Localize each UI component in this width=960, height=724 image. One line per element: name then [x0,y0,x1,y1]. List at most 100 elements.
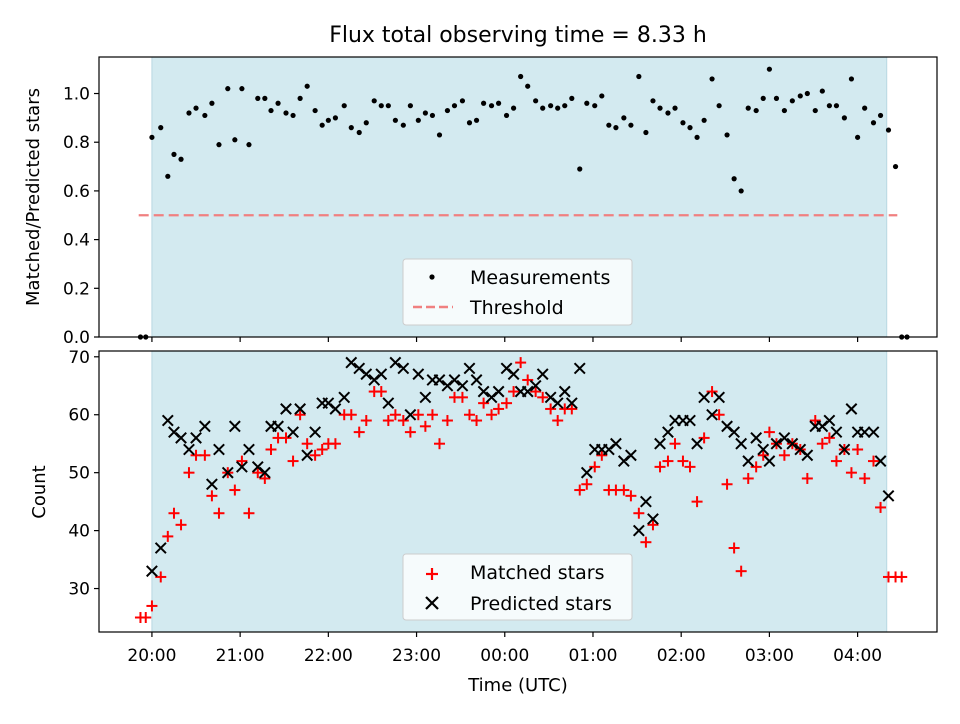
predicted-star-point [823,414,836,427]
matched-star-point [647,519,659,531]
predicted-star-point [213,443,225,456]
measurement-point [415,117,421,123]
predicted-star-point [882,489,895,502]
measurement-point [363,120,369,126]
matched-star-point [419,420,431,432]
measurement-point [841,115,847,121]
measurement-point [592,103,598,109]
panel-counts: 30 40 50 60 70 20:00 21:00 22:00 23:00 00:00 01:0… [29,348,938,696]
matched-star-point [721,478,733,490]
matched-star-point [199,449,211,461]
predicted-star-point [654,437,666,450]
measurement-point [268,107,274,114]
measurement-point [202,112,208,119]
predicted-star-point [763,455,776,467]
measurement-point [466,120,473,126]
legend-matched-marker [426,568,438,580]
matched-star-point [552,415,564,427]
matched-star-point [183,467,195,479]
predicted-star-point [639,495,652,508]
measurement-point [371,98,377,104]
predicted-star-point [206,478,218,491]
matched-star-point [750,461,762,473]
legend-bottom: Matched stars Predicted stars [402,553,633,621]
matched-star-point [280,432,292,444]
predicted-star-point [175,432,187,444]
measurement-point [760,95,766,101]
x-axis-ticks-top [151,337,859,342]
matched-star-point [412,409,424,421]
matched-star-point [404,426,416,438]
predicted-star-point [221,466,234,479]
measurement-point [407,103,413,109]
measurement-point [672,105,678,111]
predicted-star-point [713,391,726,404]
measurement-point [826,103,832,109]
predicted-star-point [625,449,637,462]
matched-star-point [360,415,372,427]
measurement-point [709,76,715,82]
measurement-point [643,129,649,136]
measurement-point [400,122,406,128]
measurement-point [870,120,877,126]
matched-star-point [867,455,879,467]
matched-star-point [706,386,718,398]
matched-star-point [763,426,775,438]
matched-star-point [155,571,167,583]
measurement-point [584,100,590,106]
predicted-star-point [507,368,520,381]
predicted-star-point [580,466,593,479]
measurement-point [488,103,495,109]
measurement-point [480,100,487,106]
measurement-point [178,156,184,162]
matched-star-point [742,472,754,484]
predicted-star-point [691,437,703,450]
matched-star-point [662,455,674,467]
measurement-point [473,117,480,123]
matched-star-point [566,403,578,415]
measurement-point [503,112,510,119]
measurement-point [738,188,744,194]
matched-star-point [175,519,187,531]
measurement-point [773,95,780,101]
measurement-point [158,125,164,131]
predicted-star-point [786,437,799,450]
predicted-star-point [287,426,299,439]
matched-star-point [236,455,248,467]
predicted-star-point [309,426,322,439]
matched-star-point [757,449,769,461]
measurement-point [687,125,693,131]
measurement-point [533,98,539,104]
x-axis-tick-label: 01:00 [568,646,617,666]
predicted-star-point [360,368,373,381]
panel-ratio: Flux total observing time = 8.33 h 0.00.… [23,23,938,348]
measurement-point [731,176,737,182]
measurement-point [518,73,524,80]
predicted-star-point [272,420,284,433]
x-axis-tick-label: 04:00 [833,646,882,666]
measurement-point [283,110,289,116]
measurement-point [657,105,663,111]
y-axis-bottom-tick-label: 40 [68,522,90,542]
measurement-point [239,86,245,92]
measurement-point [325,117,331,123]
predicted-star-point [329,403,342,415]
predicted-star-point [258,466,271,479]
matched-star-point [426,409,438,421]
measurement-point [436,132,443,138]
predicted-star-point [198,420,211,433]
matched-star-point [508,386,520,398]
measurement-point [262,95,268,101]
measurement-point [833,103,840,109]
measurement-point [385,103,391,109]
predicted-star-point [345,356,358,369]
matched-star-point [463,409,475,421]
measurement-point [804,90,810,97]
predicted-star-point [632,524,645,537]
measurement-point [459,98,466,104]
predicted-star-point [830,426,843,439]
legend-measurements-label: Measurements [470,267,610,289]
predicted-star-point [698,391,711,404]
matched-star-point [265,443,277,455]
predicted-star-point [404,408,417,421]
